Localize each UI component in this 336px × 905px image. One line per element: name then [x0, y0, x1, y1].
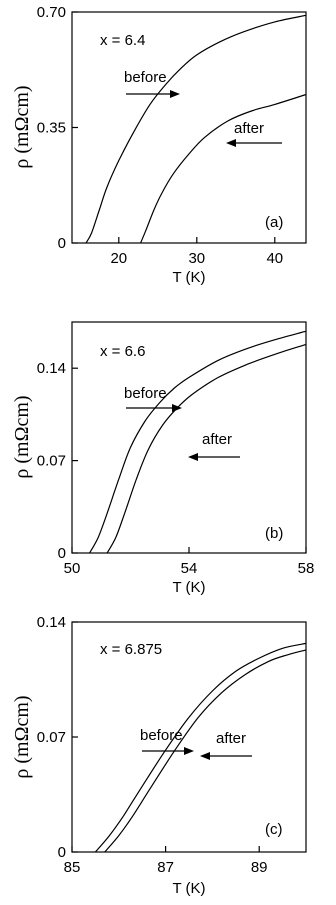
- panel-c-x-axis-label: T (K): [172, 880, 205, 897]
- panel-c-series: [94, 642, 307, 853]
- panel-b-y-tick-label-0: 0: [58, 545, 66, 562]
- panel-a-series-before-line: [85, 14, 307, 244]
- panel-c-x-tick-label-2: 89: [251, 859, 268, 876]
- panel-c-x-tick-label-1: 87: [157, 859, 174, 876]
- panel-c-y-axis-label: ρ (mΩcm): [11, 695, 33, 778]
- panel-c-y-tick-label-2: 0.14: [37, 614, 66, 631]
- panel-c-label: (c): [265, 821, 283, 838]
- panel-a-after-label: after: [234, 120, 264, 137]
- panel-c-y-ticks: 0 0.07 0.14: [37, 614, 78, 861]
- panel-c-before-label: before: [140, 727, 183, 744]
- panel-c-series-before-line: [94, 642, 307, 853]
- panel-a-label: (a): [265, 214, 283, 231]
- panel-c-y-tick-label-1: 0.07: [37, 729, 66, 746]
- panel-a-after-arrow: [226, 139, 282, 147]
- panel-a-y-ticks: 0 0.35 0.70: [37, 4, 78, 252]
- panel-a-composition: x = 6.4: [100, 32, 145, 49]
- panel-b-series: [89, 330, 307, 554]
- panel-b-y-ticks: 0 0.07 0.14: [37, 360, 78, 562]
- panel-c-y-tick-label-0: 0: [58, 844, 66, 861]
- panel-a-y-tick-label-0: 0: [58, 235, 66, 252]
- panel-a-x-tick-label-2: 40: [266, 250, 283, 267]
- panel-c-composition: x = 6.875: [100, 641, 162, 658]
- panel-a-before-label: before: [124, 69, 167, 86]
- panel-b-x-axis-label: T (K): [172, 579, 205, 596]
- panel-b-before-label: before: [124, 385, 167, 402]
- panel-b-series-after-line: [106, 343, 307, 554]
- panel-b: 50 54 58 0 0.07 0.14 x = 6.6 (b) before afte…: [11, 321, 315, 596]
- panel-b-y-tick-label-2: 0.14: [37, 360, 66, 377]
- panel-c-x-ticks: 85 87 89: [64, 846, 268, 876]
- panel-c-series-after-line: [104, 649, 307, 853]
- panel-a-y-axis-label: ρ (mΩcm): [11, 85, 33, 168]
- panel-a-series-after-line: [140, 93, 307, 244]
- panel-a-before-arrow: [126, 90, 180, 98]
- panel-a-y-tick-label-2: 0.70: [37, 4, 66, 21]
- panel-c-before-arrow: [142, 747, 194, 755]
- panel-b-x-ticks: 50 54 58: [64, 547, 315, 577]
- panel-c: 85 87 89 0 0.07 0.14 x = 6.875 (c) before af…: [11, 614, 307, 897]
- panel-b-after-label: after: [202, 431, 232, 448]
- panel-b-before-arrow: [126, 404, 182, 412]
- panel-a: 20 30 40 0 0.35 0.70 x = 6.4 (a) before afte…: [11, 4, 307, 286]
- panel-b-y-axis-label: ρ (mΩcm): [11, 395, 33, 478]
- panel-a-x-axis-label: T (K): [172, 269, 205, 286]
- panel-a-series: [85, 14, 307, 244]
- panel-a-x-tick-label-1: 30: [188, 250, 205, 267]
- panel-b-after-arrow: [188, 453, 240, 461]
- panel-a-x-ticks: 20 30 40: [110, 237, 283, 267]
- panel-a-y-tick-label-1: 0.35: [37, 120, 66, 137]
- panel-c-after-arrow: [200, 752, 252, 760]
- panel-b-x-tick-label-2: 58: [298, 560, 315, 577]
- panel-b-composition: x = 6.6: [100, 343, 145, 360]
- panel-b-series-before-line: [89, 330, 307, 554]
- panel-b-label: (b): [265, 525, 283, 542]
- panel-b-x-tick-label-1: 54: [181, 560, 198, 577]
- panel-c-x-tick-label-0: 85: [64, 859, 81, 876]
- panel-b-y-tick-label-1: 0.07: [37, 453, 66, 470]
- panel-b-x-tick-label-0: 50: [64, 560, 81, 577]
- panel-c-after-label: after: [216, 730, 246, 747]
- panel-a-x-tick-label-0: 20: [110, 250, 127, 267]
